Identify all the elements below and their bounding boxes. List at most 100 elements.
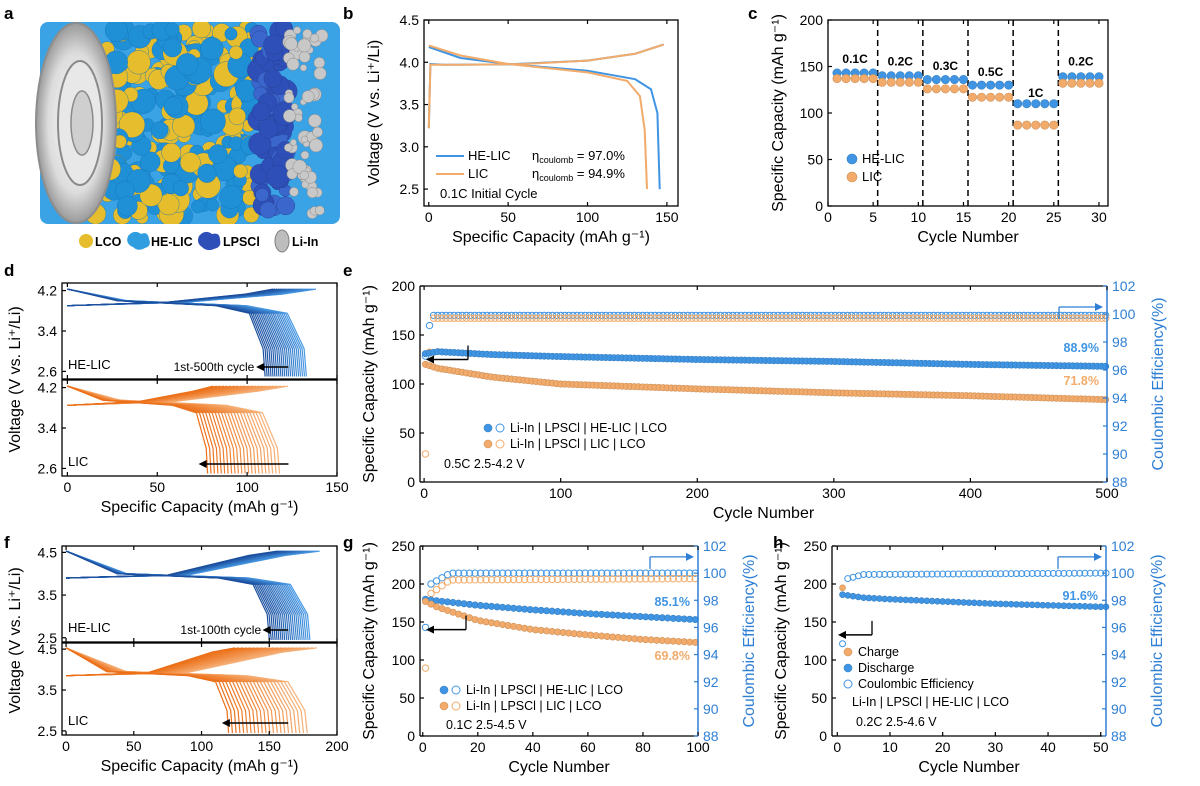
y-tick-label: 4.0 (400, 54, 420, 70)
y2-tick-label: 92 (1111, 674, 1127, 690)
ce-point (606, 314, 614, 322)
ce-point (970, 570, 978, 578)
point-he-lic (931, 75, 941, 85)
ce-point (794, 314, 803, 322)
point-he-lic (977, 80, 987, 90)
ce-point (509, 575, 518, 584)
ce-point (454, 314, 462, 322)
point-lic (886, 77, 896, 87)
ce-point (526, 575, 534, 584)
ce-point (827, 314, 835, 322)
ce-point (917, 314, 925, 322)
ce-point (741, 314, 749, 322)
panel-label-e: e (343, 261, 352, 280)
point-lic (841, 74, 851, 84)
ce-point (499, 314, 508, 322)
point-he-lic (1013, 99, 1023, 109)
ce-point (675, 574, 683, 583)
anode-particle (283, 109, 297, 123)
ce-point (636, 569, 644, 577)
anode-particle (298, 51, 311, 63)
ce-point (944, 570, 952, 578)
ce-point (619, 575, 628, 583)
point-he-lic (1031, 99, 1041, 109)
ce-point (487, 314, 495, 322)
legend-marker-discharge (843, 663, 853, 673)
ce-point (782, 314, 790, 322)
point-lic (895, 77, 905, 87)
cathode-particle (205, 198, 219, 212)
y2-tick-label: 90 (1112, 446, 1128, 462)
ce-point (520, 314, 528, 322)
x-axis-title: Specific Capacity (mAh g⁻¹) (452, 229, 650, 246)
retention-label: 91.6% (1063, 589, 1098, 603)
cathode-particle (116, 195, 138, 217)
y-tick-label: 150 (804, 614, 828, 630)
y2-tick-label: 96 (703, 619, 719, 635)
anode-particle (308, 114, 322, 128)
point-he-lic (922, 75, 932, 85)
anode-particle (309, 33, 319, 43)
anode-particle (313, 67, 327, 80)
cathode-particle (191, 22, 211, 39)
point-lic (922, 84, 932, 94)
panel-a-legend: LCO HE-LIC LPSCl Li-In (79, 229, 318, 253)
ce-point (542, 575, 551, 584)
legend-he-lic: HE-LIC (127, 231, 193, 250)
ce-point (669, 575, 677, 583)
ce-point (976, 570, 984, 578)
ce-point (559, 575, 567, 584)
ce-point (630, 314, 639, 322)
ce-point (647, 569, 655, 577)
ce-point (997, 570, 1005, 578)
x-tick-label: 100 (686, 739, 710, 755)
ce-point (589, 314, 598, 322)
ce-point (653, 575, 661, 583)
y-tick-label: 150 (392, 327, 416, 343)
x-tick-label: 80 (635, 739, 651, 755)
anode-particle (299, 170, 309, 180)
electrolyte-particle (251, 102, 271, 121)
ce-point (870, 570, 878, 578)
ce-point (986, 570, 994, 578)
ce-point (643, 314, 651, 322)
x-tick-label: 0 (824, 209, 832, 225)
subplot-label-he-lic: HE-LIC (68, 357, 111, 372)
point-lic (1013, 120, 1023, 130)
ce-point (1076, 569, 1084, 577)
y-axis-title: Specific Capacity (mAh g⁻¹) (770, 14, 787, 212)
ce-point (507, 314, 516, 322)
cycle-direction-arrow-head (221, 719, 230, 727)
x-tick-label: 10 (882, 739, 898, 755)
ce-point (663, 314, 671, 322)
x-tick-label: 50 (126, 738, 142, 754)
legend-marker-filled (439, 701, 449, 711)
ce-point (610, 314, 618, 322)
ce-point (1081, 314, 1089, 322)
y2-tick-label: 94 (1111, 647, 1127, 663)
ce-point (608, 569, 617, 577)
electrolyte-particle (255, 188, 270, 202)
ce-point (622, 314, 630, 322)
ce-point (733, 314, 741, 322)
he-lic-particle-icon (127, 231, 150, 250)
ce-point (503, 314, 512, 322)
ce-point (630, 569, 639, 577)
ce-point (823, 314, 831, 322)
cathode-particle (157, 193, 180, 216)
panel-label-h: h (773, 533, 783, 552)
ce-point (634, 314, 643, 322)
legend-marker-filled (483, 439, 493, 449)
legend-marker-open (451, 701, 461, 711)
y-axis-title: Specific Capacity (mAh g⁻¹) (361, 542, 378, 740)
ce-point (774, 314, 782, 322)
legend-marker-lic (846, 171, 858, 183)
ce-point (658, 569, 666, 577)
y2-tick-label: 100 (1112, 306, 1136, 322)
ce-point (524, 314, 532, 322)
capacity-point (422, 597, 430, 605)
ce-point (471, 576, 479, 584)
cathode-particle (163, 38, 182, 58)
x-tick-label: 0 (63, 479, 71, 495)
ce-point (548, 314, 557, 322)
